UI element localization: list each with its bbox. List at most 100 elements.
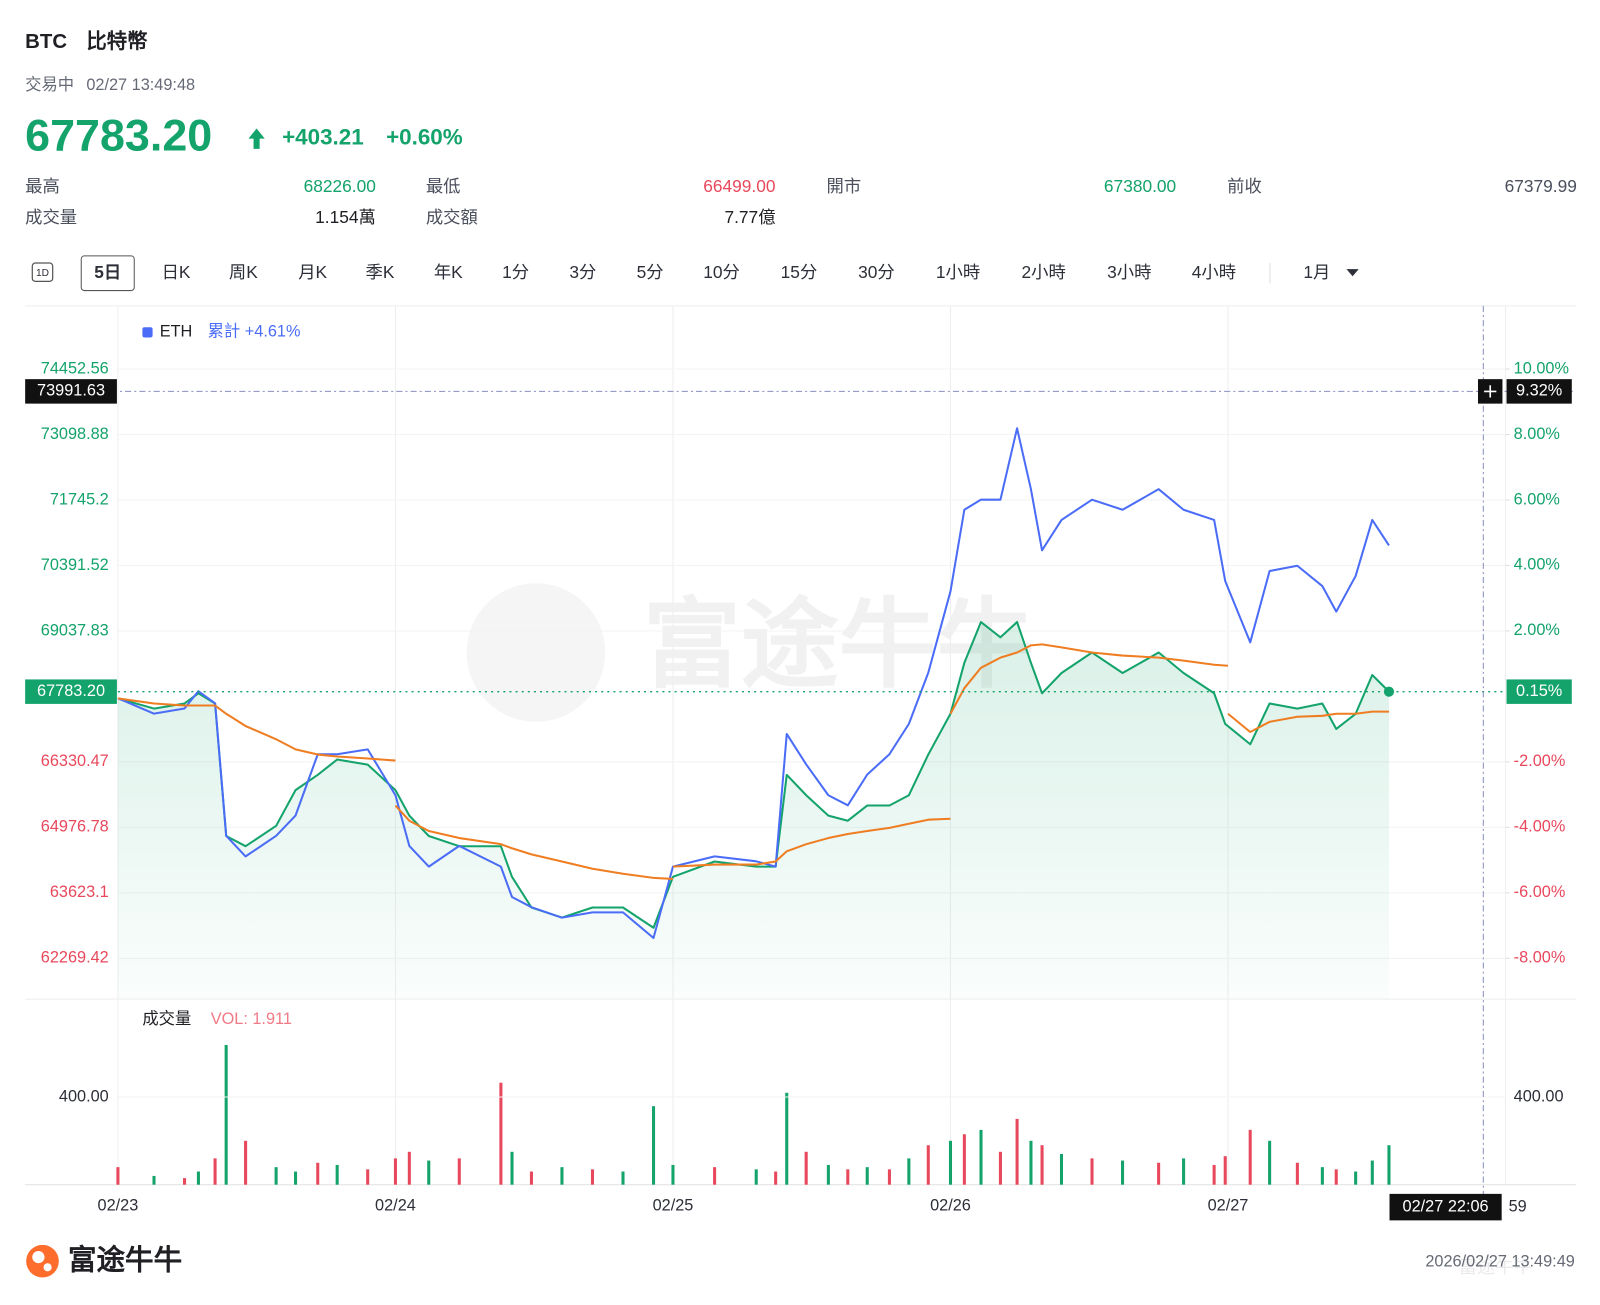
volume-bar [865, 1167, 869, 1185]
stat-value: 67379.99 [1505, 176, 1577, 196]
volume-bar [652, 1106, 656, 1185]
volume-bar [1370, 1160, 1374, 1185]
volume-bar [294, 1171, 298, 1185]
tab[interactable]: 10分 [703, 262, 740, 282]
tab[interactable]: 3分 [569, 262, 596, 282]
volume-bar [590, 1169, 595, 1185]
volume-bar [1059, 1153, 1064, 1185]
stat-label: 最低 [426, 176, 461, 196]
y2-tick-label: 4.00% [1514, 556, 1560, 574]
volume-bar [907, 1158, 911, 1185]
tab[interactable]: 3小時 [1107, 262, 1151, 282]
tab[interactable]: 周K [229, 262, 258, 282]
crosshair-x-label: 02/27 22:06 [1403, 1197, 1489, 1215]
timestamp: 2026/02/27 13:49:49 [1425, 1252, 1575, 1270]
x-tick-label: 02/27 [1208, 1196, 1249, 1214]
tab[interactable]: 30分 [858, 262, 895, 282]
y2-tick-label: -4.00% [1514, 818, 1566, 836]
volume-bar [427, 1160, 431, 1185]
tab[interactable]: 4小時 [1192, 262, 1236, 282]
x-tick-label: 02/23 [98, 1196, 139, 1214]
tab-dropdown[interactable]: 1月 [1303, 262, 1330, 282]
y-tick-label: 63623.1 [50, 883, 109, 901]
volume-bar [213, 1158, 217, 1185]
crosshair-y-box [25, 379, 117, 404]
stat-label: 前收 [1227, 176, 1262, 196]
y-tick-label: 64976.78 [41, 818, 109, 836]
tab[interactable]: 年K [434, 262, 463, 282]
tab[interactable]: 1D [36, 268, 49, 279]
symbol: BTC [25, 31, 67, 53]
volume-bar [713, 1167, 717, 1185]
crosshair-y-label: 73991.63 [37, 382, 105, 400]
stat-value: 66499.00 [703, 176, 775, 196]
tab[interactable]: 15分 [781, 262, 818, 282]
line [1227, 710, 1389, 734]
x-tick-label: 02/25 [653, 1196, 694, 1214]
volume-bar [774, 1171, 778, 1185]
volume-bar [1015, 1118, 1019, 1185]
volume-bar [926, 1145, 930, 1185]
volume-bar [1387, 1145, 1391, 1185]
price: 67783.20 [25, 110, 212, 161]
y2-tick-label: 6.00% [1514, 490, 1560, 508]
x-label-fragment: 59 [1509, 1197, 1527, 1215]
tab[interactable]: 2小時 [1022, 262, 1066, 282]
footer-logo [26, 1244, 59, 1278]
volume-bar [116, 1167, 120, 1185]
tab-selected [80, 255, 135, 292]
volume-bar [274, 1167, 278, 1185]
volume-bar [671, 1164, 675, 1185]
volume-bar [1223, 1156, 1227, 1185]
volume-bar [998, 1151, 1002, 1185]
volume-bar [785, 1092, 789, 1185]
tab[interactable]: 5分 [637, 262, 664, 282]
volume-bar [826, 1164, 830, 1185]
volume-bar [1121, 1160, 1125, 1185]
tab[interactable]: 1小時 [936, 262, 980, 282]
volume-bar [1268, 1140, 1272, 1185]
y-tick-label: 71745.2 [50, 490, 109, 508]
dropdown-arrow [1346, 269, 1359, 277]
tab[interactable]: 5日 [94, 262, 121, 282]
volume-title: 成交量 [142, 1010, 191, 1028]
tab[interactable]: 1分 [502, 262, 529, 282]
volume-bar [183, 1178, 187, 1185]
crosshair-y2-box [1506, 379, 1572, 404]
line [672, 817, 951, 868]
volume-bar [1334, 1169, 1338, 1185]
last-pct-box [1506, 679, 1572, 704]
volume-bar [335, 1164, 339, 1185]
legend-name: ETH [160, 323, 193, 341]
y2-tick-label: -2.00% [1514, 752, 1566, 770]
x-tick-label: 02/24 [375, 1196, 416, 1214]
stats: 最高 68226.00 最低 66499.00 開市 67380.00 前收 67379.99… [25, 176, 1577, 227]
y2-tick-label: 10.00% [1514, 359, 1569, 377]
line [394, 804, 674, 880]
volume-bar [1295, 1162, 1299, 1185]
last-price-label: 67783.20 [37, 682, 105, 700]
asset-name: 比特幣 [86, 29, 148, 53]
volume-bar [754, 1169, 758, 1185]
volume-bar [1090, 1158, 1094, 1185]
y2-tick-label: 8.00% [1514, 425, 1560, 443]
volume-bar [529, 1171, 533, 1185]
tab[interactable]: 月K [298, 262, 327, 282]
volume-bar [1212, 1164, 1216, 1185]
volume-bar [887, 1169, 891, 1185]
volume-bar [366, 1169, 370, 1185]
volume-bar [560, 1167, 564, 1185]
volume-bar [457, 1158, 461, 1185]
line [117, 697, 396, 762]
change: +403.21 [282, 125, 364, 150]
volume-tick-label: 400.00 [1514, 1087, 1564, 1105]
legend-swatch [142, 327, 153, 338]
stat-value: 1.154萬 [315, 207, 376, 227]
stat-label: 最高 [25, 176, 60, 196]
tab[interactable]: 季K [366, 262, 395, 282]
tab[interactable]: 日K [162, 262, 191, 282]
volume-bar [499, 1082, 503, 1185]
volume-bar [393, 1158, 397, 1185]
volume-bar [1354, 1171, 1358, 1185]
